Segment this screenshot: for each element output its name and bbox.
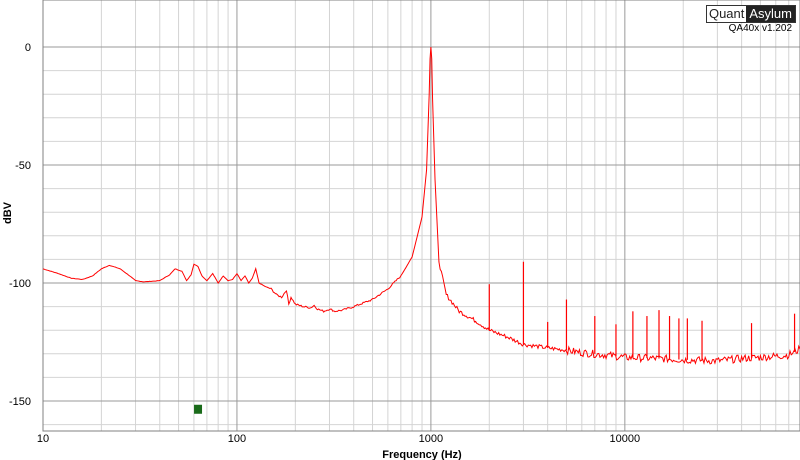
x-tick-label: 10 [37, 433, 49, 445]
logo-text-asylum: Asylum [746, 6, 795, 22]
marker-square[interactable] [194, 404, 203, 414]
y-axis-title: dBV [2, 201, 14, 224]
y-tick-labels: 0 -50 -100 -150 [9, 42, 31, 408]
harmonic-spurs [488, 261, 796, 361]
y-tick-label: -100 [9, 278, 31, 290]
x-tick-label: 1000 [419, 433, 443, 445]
minor-gridlines [43, 0, 800, 431]
y-tick-label: 0 [25, 42, 31, 54]
y-tick-label: -50 [15, 160, 31, 172]
plot-frame [42, 0, 800, 432]
spectrum-trace [42, 46, 800, 366]
quantasylum-logo: Quant Asylum [705, 5, 796, 23]
version-label: QA40x v1.202 [728, 23, 792, 34]
x-tick-label: 100 [228, 433, 246, 445]
major-gridlines [42, 0, 800, 431]
logo-text-quant: Quant [706, 6, 747, 22]
y-tick-label: -150 [9, 396, 31, 408]
x-tick-labels: 10 100 1000 10000 [37, 433, 640, 445]
x-tick-label: 10000 [610, 433, 641, 445]
x-axis-title: Frequency (Hz) [382, 449, 462, 460]
